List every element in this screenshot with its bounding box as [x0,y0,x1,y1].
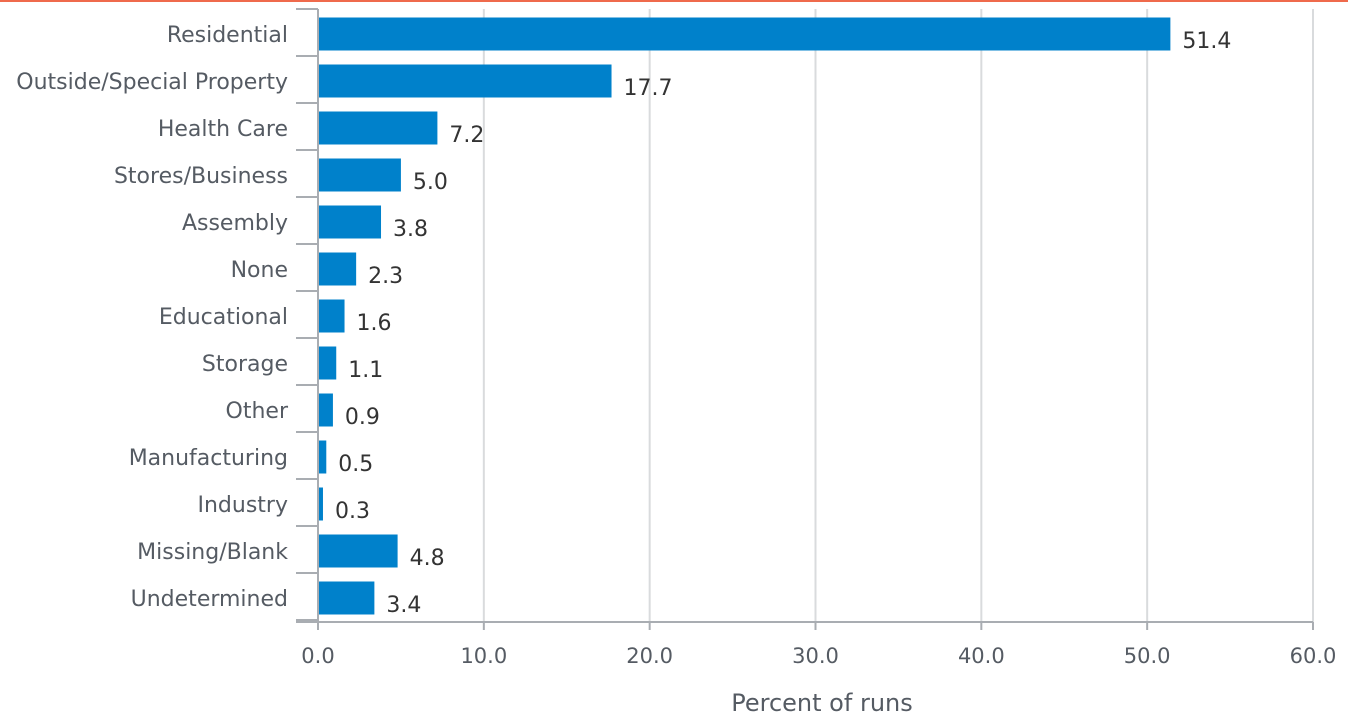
value-label: 17.7 [624,76,673,101]
x-tick-label: 20.0 [626,644,673,668]
bar [319,111,438,145]
x-tick-label: 10.0 [460,644,507,668]
category-label: Manufacturing [129,446,288,471]
category-label: Educational [159,305,288,330]
bar [319,158,401,192]
category-label: Undetermined [131,587,288,612]
category-label: Stores/Business [114,164,288,189]
category-label: Missing/Blank [137,540,288,565]
axes [296,8,1314,630]
category-label: Other [226,399,289,424]
category-label: Industry [198,493,289,518]
bar [319,581,375,615]
value-label: 0.5 [338,452,373,477]
x-axis-title: Percent of runs [731,689,913,715]
bar [319,299,345,333]
value-label: 7.2 [449,123,484,148]
x-tick-label: 0.0 [301,644,334,668]
bars [319,17,1171,615]
top-rule [0,0,1348,2]
x-tick-label: 40.0 [958,644,1005,668]
x-tick-label: 50.0 [1124,644,1171,668]
category-label: Storage [202,352,288,377]
value-label: 1.1 [348,358,383,383]
bar [319,64,612,98]
category-label: None [231,258,288,283]
value-label: 3.8 [393,217,428,242]
category-label: Assembly [182,211,288,236]
value-label: 0.3 [335,499,370,524]
labels: 0.0 10.0 20.0 30.0 40.0 50.0 60.0 Residential 51… [16,23,1336,668]
bar [319,17,1171,51]
value-label: 2.3 [368,264,403,289]
bar [319,440,327,474]
bar [319,252,357,286]
category-label: Residential [167,23,288,48]
category-label: Health Care [158,117,288,142]
value-label: 0.9 [345,405,380,430]
x-tick-label: 30.0 [792,644,839,668]
bar [319,205,382,239]
value-label: 5.0 [413,170,448,195]
bar [319,393,333,427]
x-tick-label: 60.0 [1290,644,1337,668]
bar [319,534,398,568]
category-label: Outside/Special Property [16,70,288,95]
value-label: 3.4 [386,593,421,618]
grid-lines [482,9,1314,622]
value-label: 1.6 [357,311,392,336]
value-label: 51.4 [1182,29,1231,54]
value-label: 4.8 [410,546,445,571]
bar [319,487,323,521]
bar [319,346,337,380]
